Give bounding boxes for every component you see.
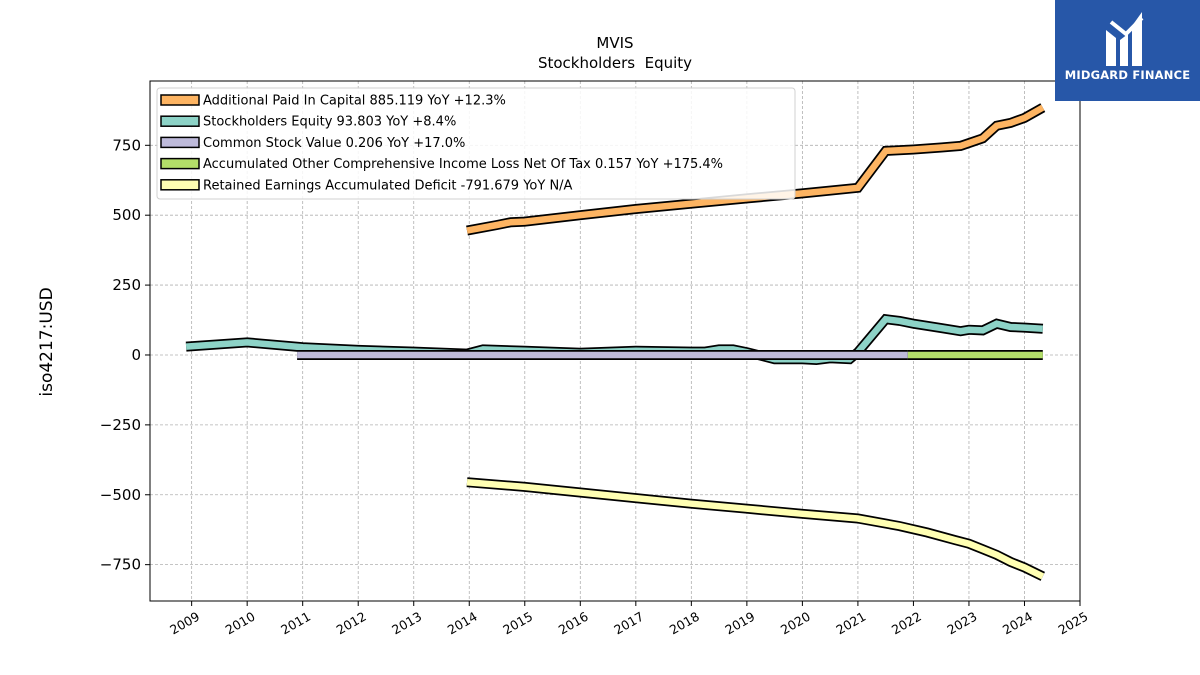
legend-label: Accumulated Other Comprehensive Income L…	[203, 157, 723, 172]
legend-label: Common Stock Value 0.206 YoY +17.0%	[203, 136, 465, 151]
series-line-4	[466, 477, 1045, 581]
x-tick-label: 2014	[445, 609, 480, 638]
legend: Additional Paid In Capital 885.119 YoY +…	[156, 87, 796, 200]
y-axis-label: iso4217:USD	[37, 287, 57, 396]
logo-mark-icon	[1106, 12, 1144, 66]
midgard-finance-logo: MIDGARD FINANCE	[1055, 0, 1200, 101]
y-axis: 750 500 250 0 −250 −500 −750	[100, 136, 150, 574]
y-tick-label: −250	[100, 416, 141, 434]
x-tick-label: 2016	[556, 609, 591, 638]
y-tick-label: −500	[100, 486, 141, 504]
x-tick-label: 2018	[667, 609, 702, 638]
legend-swatch	[160, 157, 200, 170]
legend-label: Retained Earnings Accumulated Deficit -7…	[203, 178, 573, 193]
y-tick-label: 500	[112, 206, 141, 224]
x-tick-label: 2013	[389, 609, 424, 638]
series-layer	[185, 103, 1046, 581]
series-stroke	[466, 478, 1045, 580]
logo-text: MIDGARD FINANCE	[1064, 68, 1191, 82]
x-tick-label: 2010	[223, 609, 258, 638]
y-tick-label: 0	[131, 346, 141, 364]
x-tick-label: 2021	[833, 609, 868, 638]
y-tick-label: 250	[112, 276, 141, 294]
legend-swatch	[160, 136, 200, 149]
x-tick-label: 2017	[611, 609, 646, 638]
series-line-0	[466, 103, 1046, 236]
legend-swatch	[160, 179, 200, 191]
legend-label: Additional Paid In Capital 885.119 YoY +…	[203, 94, 506, 109]
x-tick-label: 2023	[944, 609, 979, 638]
legend-swatch	[160, 94, 200, 106]
x-tick-label: 2015	[500, 609, 535, 638]
y-tick-label: −750	[100, 556, 141, 574]
x-tick-label: 2020	[778, 609, 813, 638]
plot-frame	[149, 80, 1081, 602]
legend-box	[156, 87, 796, 200]
series-outline	[466, 477, 1045, 581]
x-tick-label: 2025	[1055, 609, 1090, 638]
series-stroke	[466, 104, 1045, 234]
chart-subtitle: Stockholders Equity	[538, 54, 692, 72]
x-tick-label: 2012	[334, 609, 369, 638]
legend-label: Stockholders Equity 93.803 YoY +8.4%	[203, 115, 456, 130]
y-tick-label: 750	[112, 136, 141, 154]
x-tick-label: 2024	[1000, 609, 1035, 638]
chart-title: MVIS	[596, 34, 633, 52]
x-tick-label: 2011	[278, 609, 313, 638]
x-tick-label: 2022	[889, 609, 924, 638]
x-tick-label: 2009	[167, 609, 202, 638]
legend-swatch	[160, 115, 200, 127]
x-tick-label: 2019	[722, 609, 757, 638]
x-axis: 2009 2010 2011 2012 2013 2014 2015 2016 2017 2018…	[167, 601, 1091, 638]
